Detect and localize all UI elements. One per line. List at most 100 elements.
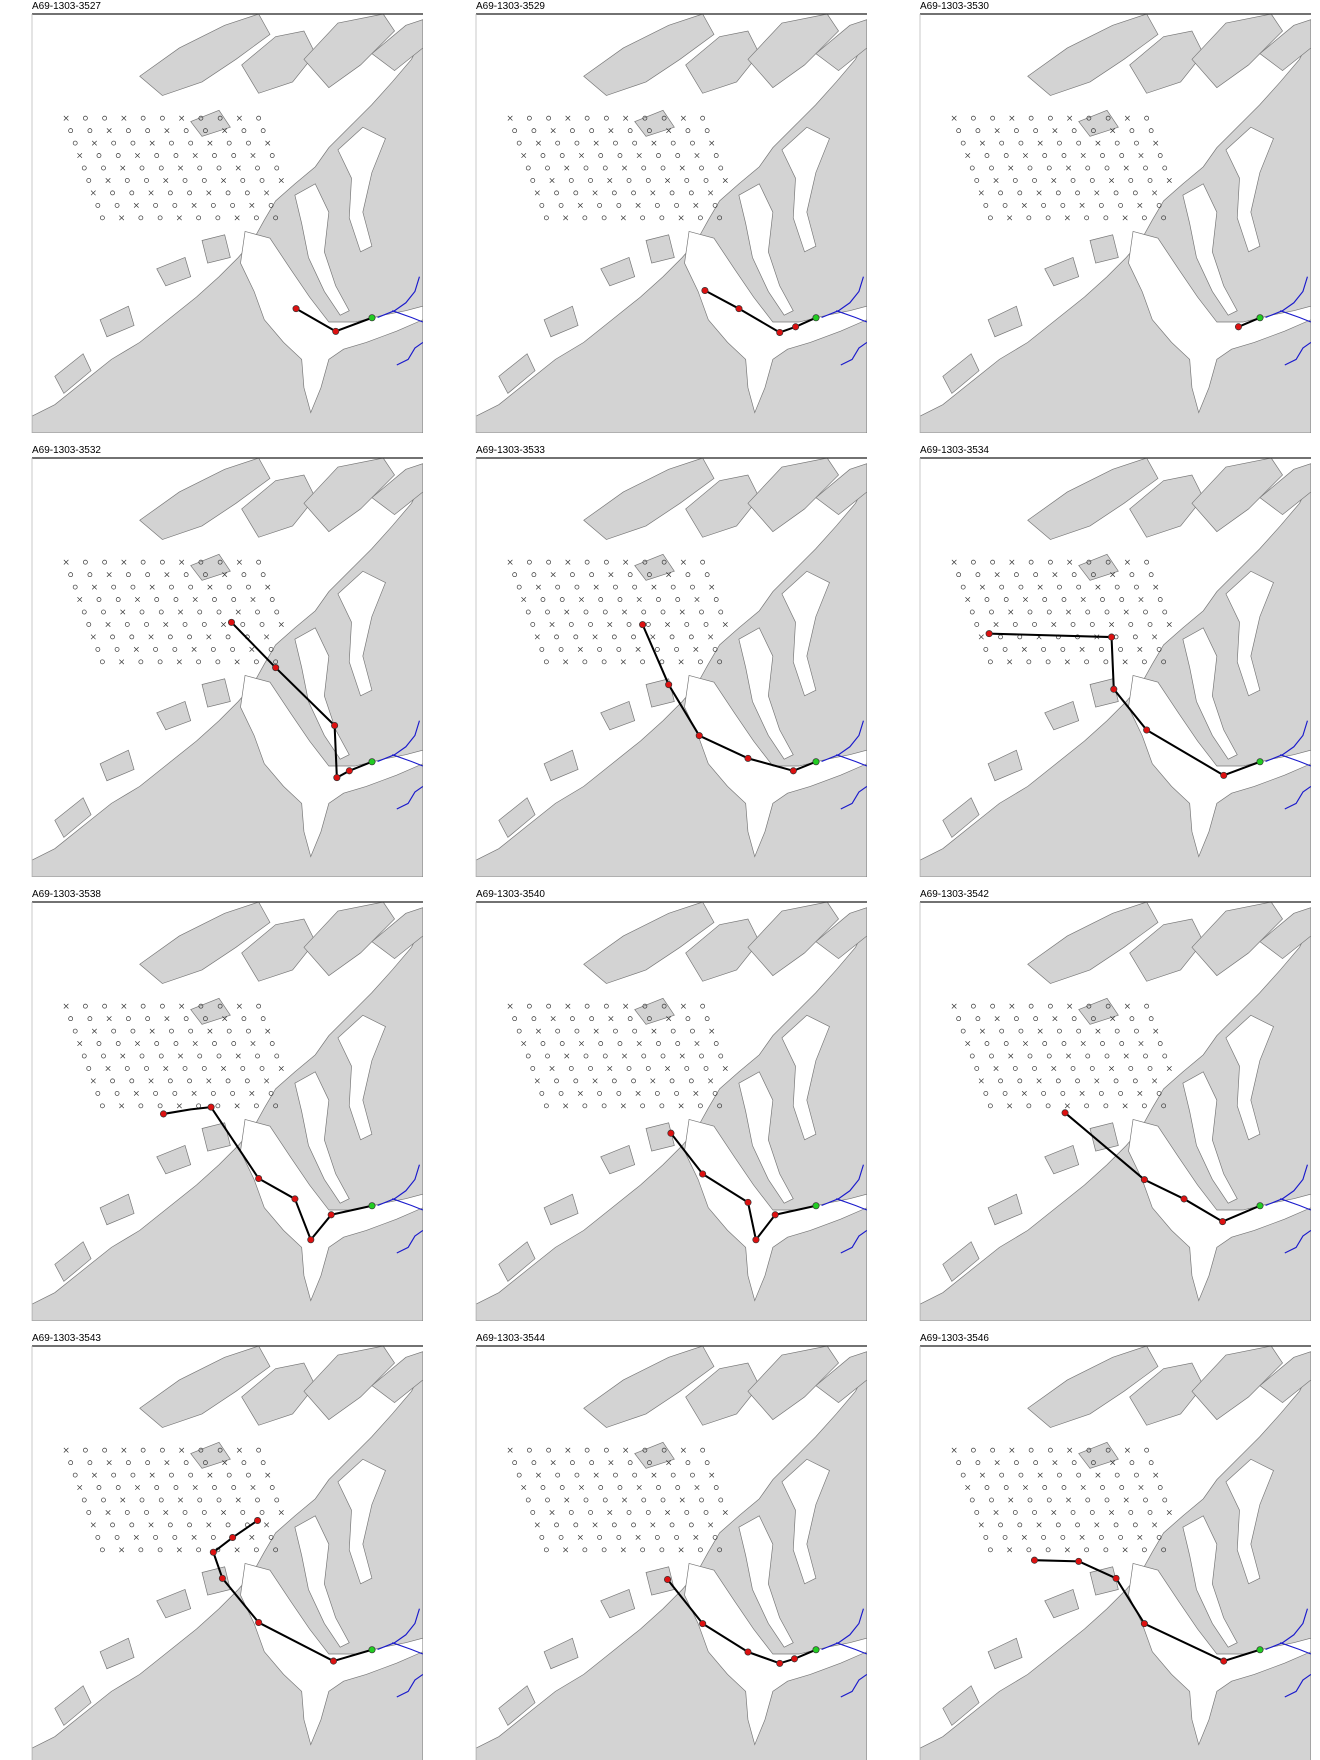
detection-point xyxy=(307,1236,315,1244)
track-layer xyxy=(664,1575,820,1667)
release-point xyxy=(368,1202,376,1210)
track xyxy=(666,1578,817,1665)
map-panel: A69-1303-3534 xyxy=(919,445,1311,877)
map-panel: A69-1303-3530 xyxy=(919,1,1311,433)
release-point xyxy=(368,314,376,322)
track xyxy=(641,624,817,772)
detection-point xyxy=(639,621,647,629)
track xyxy=(670,1132,817,1241)
release-point xyxy=(1256,1202,1264,1210)
map-panel: A69-1303-3540 xyxy=(475,889,867,1321)
basemap xyxy=(32,902,423,1321)
map-panel: A69-1303-3543 xyxy=(31,1333,423,1760)
panel-title: A69-1303-3532 xyxy=(32,445,101,456)
map-panel: A69-1303-3529 xyxy=(475,1,867,433)
basemap xyxy=(32,458,423,877)
panel-title: A69-1303-3540 xyxy=(476,889,545,900)
panel-title: A69-1303-3538 xyxy=(32,889,101,900)
basemap xyxy=(920,1346,1311,1760)
basemap xyxy=(32,1346,423,1760)
track xyxy=(1238,316,1261,328)
detection-point xyxy=(790,1655,798,1663)
map-panel: A69-1303-3538 xyxy=(31,889,423,1321)
panel-title: A69-1303-3534 xyxy=(920,445,989,456)
panel-title: A69-1303-3546 xyxy=(920,1333,989,1344)
track xyxy=(163,1106,373,1241)
detection-point xyxy=(1143,726,1151,734)
detection-point xyxy=(333,774,341,782)
map-panel: A69-1303-3542 xyxy=(919,889,1311,1321)
detection-point xyxy=(752,1236,760,1244)
detection-point xyxy=(227,618,235,626)
track-layer xyxy=(667,1129,820,1244)
basemap xyxy=(476,1346,867,1760)
release-point xyxy=(812,314,820,322)
basemap xyxy=(476,902,867,1321)
detection-point xyxy=(1030,1556,1038,1564)
track-layer xyxy=(227,618,376,782)
detection-point xyxy=(1180,1195,1188,1203)
detection-point xyxy=(1110,685,1118,693)
basemap xyxy=(920,458,1311,877)
detection-point xyxy=(292,305,300,313)
basemap xyxy=(920,902,1311,1321)
track-layer xyxy=(639,621,820,775)
detection-point xyxy=(699,1170,707,1178)
detection-point xyxy=(254,1517,262,1525)
detection-point xyxy=(699,1620,707,1628)
release-point xyxy=(1256,758,1264,766)
detection-point xyxy=(229,1534,237,1542)
detection-point xyxy=(665,681,673,689)
detection-point xyxy=(776,328,784,336)
detection-point xyxy=(1075,1557,1083,1565)
track xyxy=(989,632,1261,777)
detection-point xyxy=(1140,1176,1148,1184)
panel-title: A69-1303-3533 xyxy=(476,445,545,456)
detection-point xyxy=(159,1110,167,1118)
detection-point xyxy=(1220,771,1228,779)
detection-point xyxy=(255,1175,263,1183)
detection-point xyxy=(329,1657,337,1665)
detection-point xyxy=(771,1211,779,1219)
map-panel: A69-1303-3533 xyxy=(475,445,867,877)
release-point xyxy=(812,758,820,766)
detection-point xyxy=(735,305,743,313)
detection-point xyxy=(776,1659,784,1667)
track-layer xyxy=(1234,314,1264,331)
map-panel: A69-1303-3544 xyxy=(475,1333,867,1760)
basemap xyxy=(920,14,1311,433)
map-panel: A69-1303-3532 xyxy=(31,445,423,877)
track-layer xyxy=(1061,1109,1264,1226)
detection-point xyxy=(255,1619,263,1627)
track-layer xyxy=(209,1517,376,1665)
release-point xyxy=(812,1202,820,1210)
detection-point xyxy=(291,1195,299,1203)
detection-point xyxy=(792,323,800,331)
detection-point xyxy=(218,1574,226,1582)
track-layer xyxy=(292,305,376,335)
release-point xyxy=(368,1646,376,1654)
detection-point xyxy=(345,767,353,775)
detection-point xyxy=(695,732,703,740)
map-panel: A69-1303-3546 xyxy=(919,1333,1311,1760)
detection-point xyxy=(332,327,340,335)
track-layer xyxy=(985,630,1264,779)
detection-point xyxy=(327,1211,335,1219)
detection-point xyxy=(1061,1109,1069,1117)
detection-point xyxy=(667,1129,675,1137)
basemap xyxy=(476,458,867,877)
panel-title: A69-1303-3542 xyxy=(920,889,989,900)
panel-title: A69-1303-3530 xyxy=(920,1,989,12)
track-layer xyxy=(1030,1556,1264,1665)
track xyxy=(1034,1559,1261,1663)
track xyxy=(230,621,373,779)
release-point xyxy=(1256,314,1264,322)
detection-point xyxy=(701,287,709,295)
track-layer xyxy=(701,287,820,336)
detection-point xyxy=(744,1198,752,1206)
release-point xyxy=(812,1646,820,1654)
detection-point xyxy=(1108,633,1116,641)
basemap xyxy=(476,14,867,433)
track-layer xyxy=(159,1103,376,1244)
